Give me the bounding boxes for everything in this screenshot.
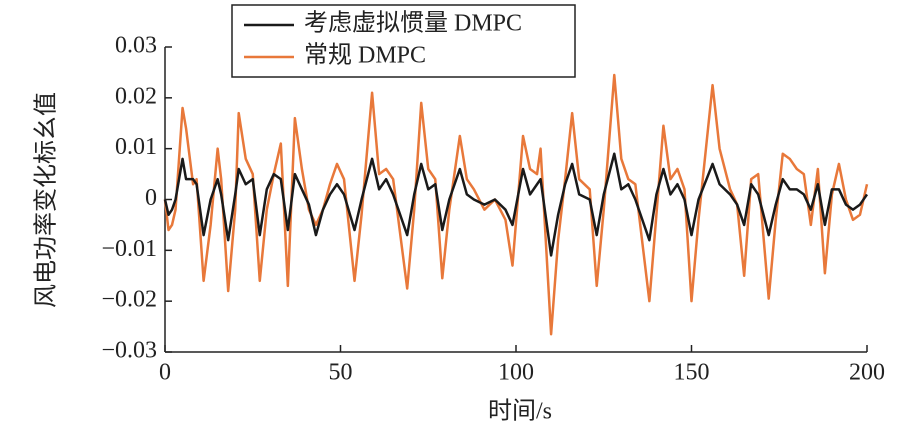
x-tick-label: 150 bbox=[674, 360, 710, 386]
y-tick-label: −0.01 bbox=[101, 236, 157, 262]
y-tick-label: 0.03 bbox=[115, 33, 157, 59]
y-tick-label: 0.02 bbox=[115, 83, 157, 109]
y-tick-label: 0 bbox=[145, 185, 157, 211]
x-tick-label: 0 bbox=[159, 360, 171, 386]
x-tick-label: 100 bbox=[498, 360, 534, 386]
series-line bbox=[163, 73, 869, 336]
x-tick-label: 200 bbox=[849, 360, 885, 386]
y-tick-label: 0.01 bbox=[115, 134, 157, 160]
y-axis-label: 风电功率变化标幺值 bbox=[33, 92, 60, 308]
y-tick-label: −0.02 bbox=[101, 287, 157, 313]
legend-box bbox=[231, 4, 576, 78]
series-line bbox=[163, 152, 869, 257]
legend-label: 考虑虚拟惯量 DMPC bbox=[304, 10, 522, 37]
legend-label: 常规 DMPC bbox=[304, 42, 426, 69]
y-tick-label: −0.03 bbox=[101, 338, 157, 364]
x-tick-label: 50 bbox=[329, 360, 353, 386]
x-axis-label: 时间/s bbox=[488, 398, 552, 425]
